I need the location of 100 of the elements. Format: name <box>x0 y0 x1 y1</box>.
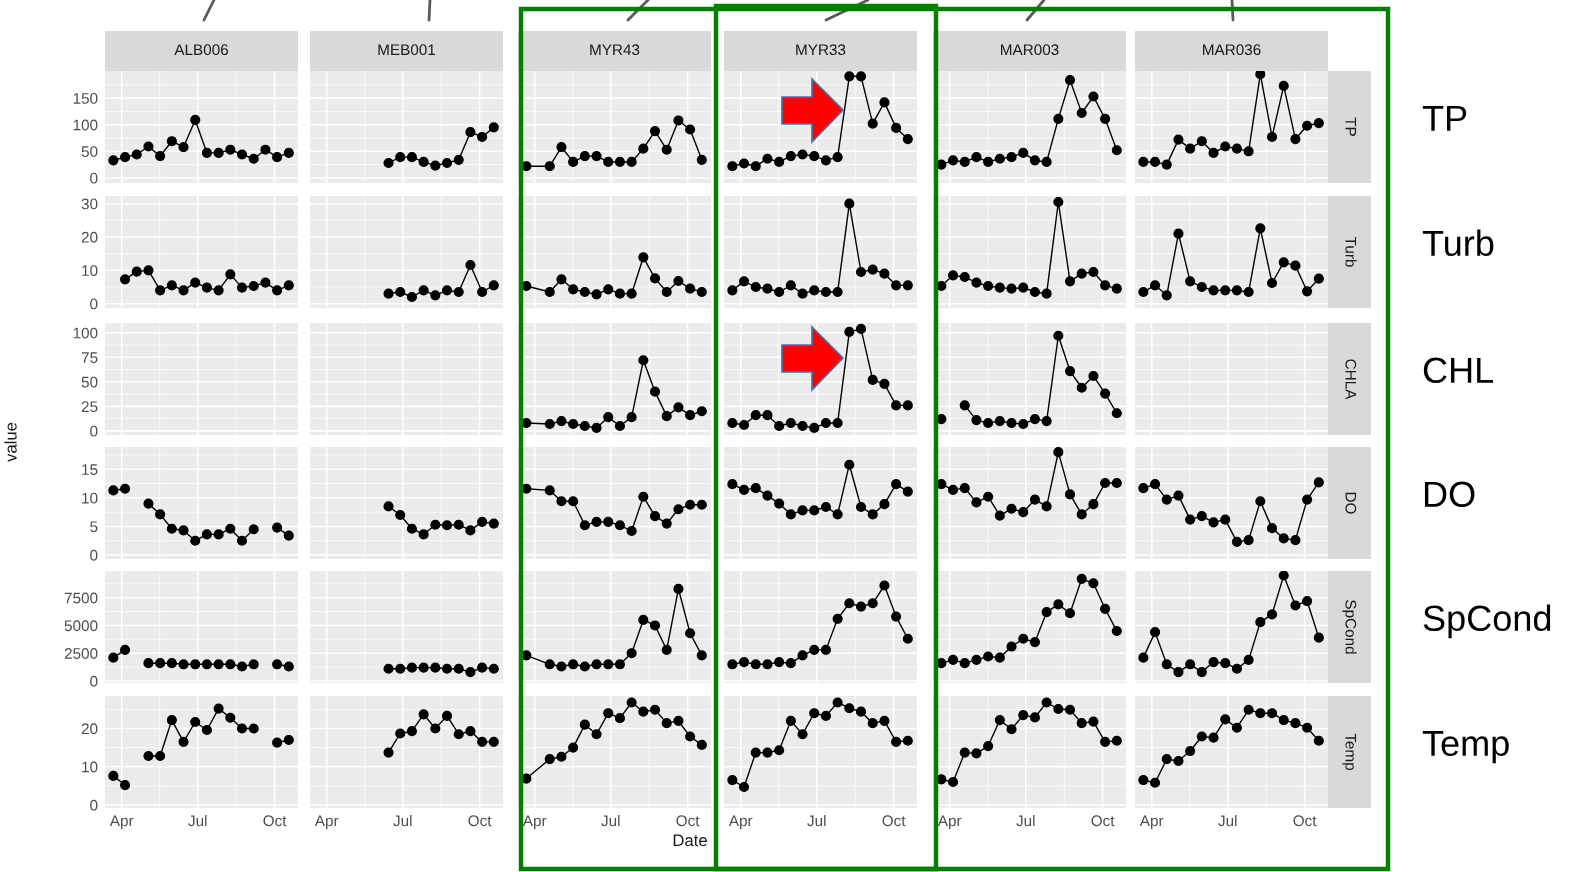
point <box>556 274 567 285</box>
y-tick-label: 15 <box>82 464 98 475</box>
point <box>774 498 785 509</box>
y-tick-label: 0 <box>90 298 98 310</box>
point <box>544 161 555 172</box>
point <box>591 659 602 670</box>
point <box>902 633 913 644</box>
y-tick-label: 150 <box>73 92 98 104</box>
point <box>190 277 201 288</box>
point <box>774 745 785 756</box>
y-tick-label: 5000 <box>64 620 98 632</box>
point <box>453 729 464 740</box>
point <box>867 374 878 385</box>
point <box>166 280 177 291</box>
point <box>406 152 418 163</box>
point <box>685 731 696 742</box>
point <box>855 501 867 513</box>
point <box>430 160 441 171</box>
point <box>832 509 843 520</box>
point <box>1088 91 1099 102</box>
point <box>1220 658 1231 669</box>
point <box>1100 477 1111 489</box>
point <box>855 71 867 82</box>
point <box>1018 633 1029 644</box>
point <box>1053 196 1064 208</box>
chart-title: MYR43 <box>590 44 640 56</box>
point <box>626 412 637 423</box>
point <box>785 715 796 726</box>
point <box>797 729 808 740</box>
point <box>891 736 902 747</box>
point <box>947 484 959 495</box>
point <box>983 280 994 292</box>
point <box>844 459 855 470</box>
point <box>1220 514 1231 525</box>
point <box>797 650 808 661</box>
point <box>395 509 406 521</box>
point <box>418 156 429 168</box>
point <box>855 266 867 278</box>
point <box>738 657 750 668</box>
point <box>696 154 707 165</box>
point <box>1064 276 1076 287</box>
point <box>1076 573 1087 584</box>
point <box>902 735 913 746</box>
point <box>855 706 867 717</box>
point <box>673 583 684 594</box>
point <box>879 97 890 108</box>
point <box>190 659 201 670</box>
point <box>1111 145 1122 156</box>
y-tick-label: 0 <box>90 425 98 437</box>
point <box>568 156 579 168</box>
point <box>820 155 832 166</box>
point <box>143 498 154 509</box>
point <box>832 286 843 298</box>
point <box>774 156 785 168</box>
point <box>809 505 820 516</box>
point <box>891 400 902 411</box>
point <box>1243 654 1254 665</box>
x-tick-label: Jul <box>188 814 207 827</box>
chart-title: MYR33 <box>796 44 846 56</box>
point <box>626 697 637 708</box>
text: CHL <box>1423 357 1494 384</box>
point <box>1088 499 1099 510</box>
point <box>272 737 283 748</box>
point <box>1006 724 1017 735</box>
point <box>1313 273 1324 284</box>
point <box>1029 155 1041 166</box>
point <box>1302 120 1313 131</box>
point <box>395 728 406 739</box>
point <box>1208 147 1219 158</box>
point <box>649 511 661 522</box>
point <box>1278 80 1289 91</box>
point <box>1313 632 1324 643</box>
point <box>762 153 773 164</box>
point <box>1231 285 1243 296</box>
point <box>774 420 785 432</box>
point <box>947 776 959 788</box>
point <box>225 712 236 723</box>
point <box>614 420 626 432</box>
point <box>879 715 890 726</box>
point <box>430 723 441 734</box>
point <box>248 723 259 734</box>
point <box>1053 447 1064 458</box>
point <box>614 156 626 168</box>
point <box>1029 712 1041 723</box>
point <box>696 739 707 750</box>
point <box>1138 286 1149 298</box>
x-tick-label: Apr <box>937 815 962 830</box>
point <box>1196 136 1207 147</box>
point <box>201 529 213 540</box>
text: CHLA <box>1345 359 1357 400</box>
point <box>383 157 394 169</box>
point <box>1076 382 1087 393</box>
point <box>994 652 1005 663</box>
point <box>1053 330 1064 341</box>
point <box>236 723 248 734</box>
point <box>844 598 855 609</box>
point <box>1100 736 1111 747</box>
point <box>591 289 602 300</box>
text: SpCond <box>1423 604 1551 639</box>
point <box>983 741 994 752</box>
